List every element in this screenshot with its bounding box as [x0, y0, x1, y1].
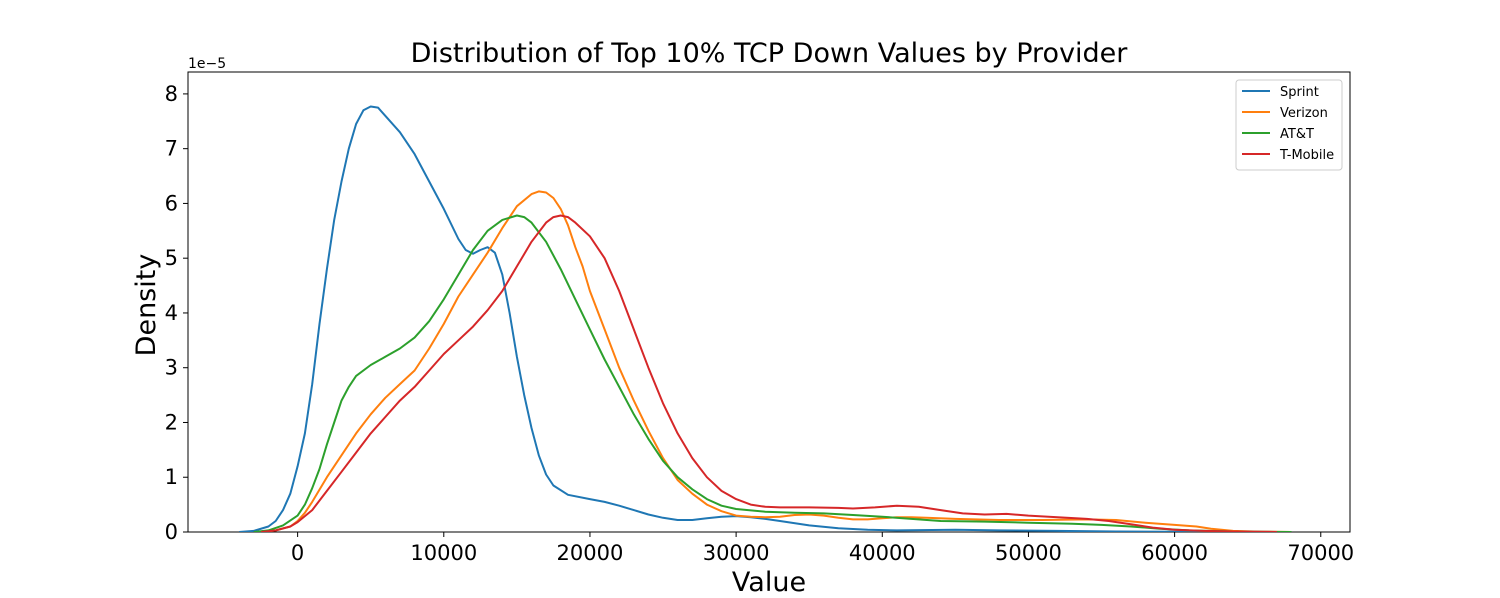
x-axis: 0 10000 20000 30000 40000 50000 60000 70000	[291, 532, 1354, 565]
y-tick-label: 2	[165, 410, 178, 434]
x-tick-label: 30000	[703, 541, 770, 565]
x-tick-label: 60000	[1141, 541, 1208, 565]
y-tick-label: 3	[165, 356, 178, 380]
series-line-t-mobile	[260, 214, 1277, 532]
series-line-verizon	[260, 190, 1292, 532]
plot-frame	[187, 71, 1351, 533]
y-axis: 0 1 2 3 4 5 6 7 8	[165, 82, 188, 544]
series-line-sprint	[239, 105, 1292, 532]
x-tick-label: 70000	[1287, 541, 1354, 565]
x-tick-label: 20000	[557, 541, 624, 565]
x-tick-label: 10000	[410, 541, 477, 565]
y-tick-label: 8	[165, 82, 178, 106]
legend-label: Verizon	[1280, 106, 1328, 121]
chart-title: Distribution of Top 10% TCP Down Values …	[411, 38, 1129, 69]
legend: Sprint Verizon AT&T T-Mobile	[1235, 79, 1343, 171]
y-tick-label: 4	[165, 301, 178, 325]
y-tick-label: 7	[165, 137, 178, 161]
y-tick-label: 0	[165, 520, 178, 544]
plot-area	[187, 71, 1351, 533]
y-tick-label: 5	[165, 246, 178, 270]
y-offset-label: 1e−5	[188, 56, 226, 72]
y-tick-label: 6	[165, 191, 178, 215]
x-tick-label: 50000	[995, 541, 1062, 565]
x-tick-label: 0	[291, 541, 304, 565]
y-axis-label: Density	[131, 254, 162, 357]
x-axis-label: Value	[732, 567, 806, 598]
y-tick-label: 1	[165, 465, 178, 489]
x-tick-label: 40000	[849, 541, 916, 565]
legend-label: Sprint	[1280, 85, 1319, 100]
legend-label: AT&T	[1280, 127, 1314, 142]
legend-label: T-Mobile	[1279, 148, 1334, 163]
series-line-at-t	[253, 214, 1292, 532]
legend-box	[1235, 79, 1343, 171]
